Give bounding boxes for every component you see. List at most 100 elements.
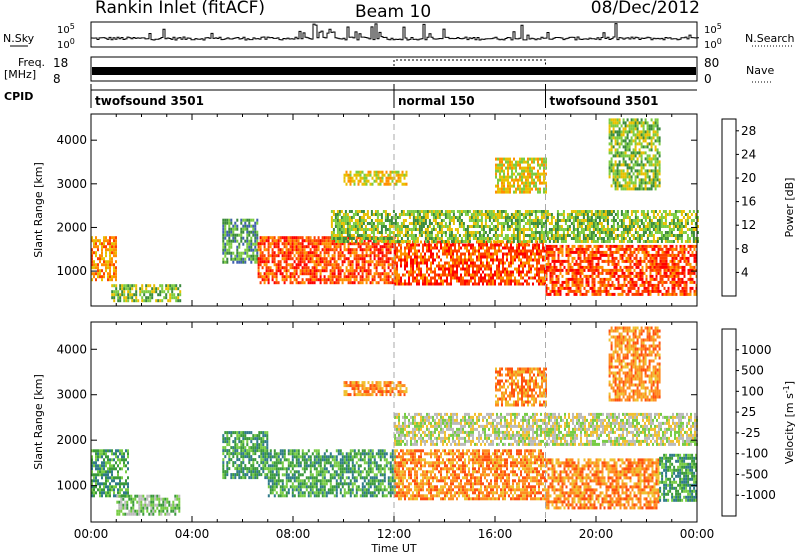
power-cell — [662, 210, 665, 213]
power-cell — [390, 216, 393, 219]
power-cell — [677, 274, 680, 278]
power-cell — [111, 275, 113, 279]
power-cell — [666, 234, 669, 237]
power-cell — [599, 265, 602, 269]
power-cell — [528, 222, 531, 225]
power-cell — [588, 228, 591, 231]
power-cell — [488, 249, 490, 253]
power-cell — [466, 231, 469, 234]
power-cell — [580, 213, 583, 216]
power-cell — [637, 244, 640, 248]
power-cell — [549, 247, 552, 251]
power-cell — [307, 266, 310, 270]
power-cell — [666, 213, 669, 216]
power-cell — [545, 253, 548, 257]
power-cell — [506, 252, 508, 256]
power-cell — [448, 261, 450, 265]
power-cell — [610, 234, 613, 237]
power-cell — [639, 283, 642, 287]
power-cell — [532, 282, 534, 286]
power-cell — [353, 281, 356, 285]
power-cell — [669, 253, 672, 257]
power-cell — [303, 269, 306, 273]
power-cell — [587, 256, 590, 260]
power-cell — [656, 240, 659, 243]
power-cell — [454, 243, 456, 247]
power-cell — [117, 293, 120, 297]
power-cell — [482, 231, 485, 234]
power-cell — [626, 228, 629, 231]
power-cell — [474, 213, 477, 216]
power-cell — [624, 216, 627, 219]
power-cell — [645, 274, 648, 278]
power-cell — [683, 244, 686, 248]
power-cell — [418, 282, 420, 286]
power-cell — [347, 269, 350, 273]
power-cell — [347, 272, 350, 276]
power-cell — [594, 213, 597, 216]
power-cell — [121, 287, 124, 291]
power-cell — [623, 250, 626, 254]
power-cell — [145, 287, 148, 291]
power-cell — [327, 278, 330, 282]
power-cell — [524, 264, 526, 268]
power-cell — [616, 142, 619, 146]
power-cell — [484, 279, 486, 283]
power-cell — [460, 255, 462, 259]
power-cell — [686, 234, 689, 237]
power-cell — [468, 252, 470, 256]
power-cell — [542, 243, 544, 247]
power-cell — [454, 264, 456, 268]
power-cell — [147, 299, 150, 303]
power-cell — [428, 219, 431, 222]
power-cell — [490, 258, 492, 262]
power-cell — [470, 255, 472, 259]
power-cell — [605, 277, 608, 281]
power-cell — [557, 250, 560, 254]
power-cell — [512, 222, 515, 225]
power-cell — [484, 216, 487, 219]
power-cell — [540, 237, 543, 240]
power-cell — [131, 293, 134, 297]
power-cell — [524, 279, 526, 283]
power-cell — [394, 240, 397, 243]
power-cell — [333, 257, 336, 261]
power-cell — [486, 249, 488, 253]
power-cell — [639, 244, 642, 248]
power-cell — [269, 242, 272, 246]
power-cell — [226, 239, 229, 243]
power-cell — [389, 173, 392, 177]
power-cell — [163, 296, 166, 300]
power-cell — [395, 173, 398, 177]
power-cell — [603, 268, 606, 272]
power-cell — [446, 228, 449, 231]
power-cell — [442, 270, 444, 274]
power-cell — [692, 219, 695, 222]
power-cell — [500, 213, 503, 216]
power-cell — [379, 257, 382, 261]
power-cell — [693, 244, 696, 248]
power-cell — [484, 243, 486, 247]
power-cell — [673, 280, 676, 284]
power-cell — [448, 246, 450, 250]
power-cell — [480, 273, 482, 277]
power-cell — [420, 225, 423, 228]
power-cell — [478, 213, 481, 216]
power-cell — [450, 219, 453, 222]
power-cell — [257, 263, 260, 267]
power-cell — [105, 251, 107, 255]
power-cell — [346, 234, 349, 237]
power-cell — [522, 243, 524, 247]
power-cell — [222, 245, 225, 249]
power-cell — [464, 258, 466, 262]
power-cell — [344, 237, 347, 240]
power-cell — [534, 246, 536, 250]
power-cell — [530, 210, 533, 213]
power-cell — [683, 274, 686, 278]
power-cell — [234, 227, 237, 231]
power-cell — [559, 244, 562, 248]
power-cell — [572, 210, 575, 213]
power-cell — [105, 269, 107, 273]
power-cell — [492, 258, 494, 262]
power-cell — [502, 267, 504, 271]
